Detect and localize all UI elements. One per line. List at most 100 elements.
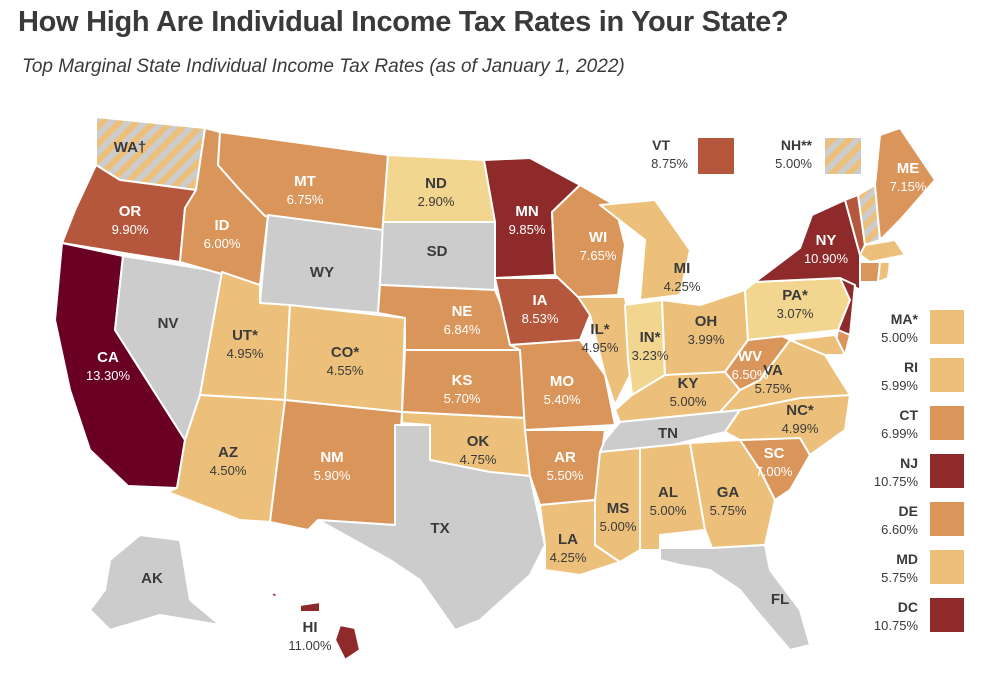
state-rate-co: 4.55%	[327, 363, 364, 378]
legend-label: DE	[899, 503, 918, 519]
state-label-nd: ND	[425, 175, 447, 192]
state-me[interactable]	[874, 127, 936, 241]
state-label-mi: MI	[674, 260, 691, 277]
state-label-or: OR	[119, 203, 142, 220]
state-label-ne: NE	[452, 303, 473, 320]
state-label-wv: WV	[738, 348, 762, 365]
state-label-id: ID	[215, 217, 230, 234]
state-rate-ut: 4.95%	[227, 346, 264, 361]
callout-nh-label: NH**	[781, 137, 813, 153]
state-md-map[interactable]	[789, 334, 846, 356]
state-rate-oh: 3.99%	[688, 332, 725, 347]
state-rate-mn: 9.85%	[509, 222, 546, 237]
state-rate-il: 4.95%	[582, 340, 619, 355]
callout-boxes: VT 8.75% NH** 5.00%	[651, 137, 861, 174]
state-label-ks: KS	[452, 372, 473, 389]
state-label-ar: AR	[554, 449, 576, 466]
legend-label: MA*	[891, 311, 919, 327]
callout-vt-rate: 8.75%	[651, 156, 688, 171]
state-label-ky: KY	[678, 375, 699, 392]
state-label-mn: MN	[515, 203, 538, 220]
callout-nh-rate: 5.00%	[775, 156, 812, 171]
state-label-tx: TX	[430, 520, 449, 537]
state-label-sd: SD	[427, 243, 448, 260]
legend-swatch	[930, 406, 964, 440]
state-label-in: IN*	[640, 329, 661, 346]
state-label-ga: GA	[717, 484, 740, 501]
state-label-ak: AK	[141, 570, 163, 587]
page-subtitle: Top Marginal State Individual Income Tax…	[22, 56, 625, 77]
legend-swatch	[930, 310, 964, 344]
state-label-sc: SC	[764, 445, 785, 462]
legend-swatch	[930, 358, 964, 392]
northeast-legend: MA* 5.00% RI 5.99% CT 6.99% NJ 10.75% DE 6.60% MD 5…	[874, 310, 964, 633]
state-label-ia: IA	[533, 292, 548, 309]
legend-rate: 6.60%	[881, 522, 918, 537]
state-label-la: LA	[558, 531, 578, 548]
state-label-ny: NY	[816, 232, 837, 249]
state-rate-ga: 5.75%	[710, 503, 747, 518]
state-hi[interactable]	[269, 591, 361, 661]
state-label-mo: MO	[550, 373, 574, 390]
state-rate-al: 5.00%	[650, 503, 687, 518]
legend-rate: 10.75%	[874, 474, 919, 489]
state-label-wa: WA†	[114, 139, 147, 156]
state-rate-ar: 5.50%	[547, 468, 584, 483]
state-rate-hi: 11.00%	[288, 638, 332, 653]
legend-item-ma: MA* 5.00%	[881, 310, 964, 345]
state-rate-ks: 5.70%	[444, 391, 481, 406]
legend-rate: 5.00%	[881, 330, 918, 345]
state-label-pa: PA*	[782, 287, 808, 304]
state-labels: WA† OR 9.90% CA 13.30% NV ID 6.00% MT 6.75% WY UT* 4…	[86, 139, 927, 653]
state-ma-map[interactable]	[859, 239, 906, 263]
legend-item-md: MD 5.75%	[881, 550, 964, 585]
state-rate-az: 4.50%	[210, 463, 247, 478]
state-rate-ia: 8.53%	[522, 311, 559, 326]
state-il[interactable]	[577, 296, 636, 406]
state-mi[interactable]	[599, 199, 691, 301]
state-rate-me: 7.15%	[890, 179, 927, 194]
state-ak[interactable]	[89, 534, 221, 631]
callout-nh-swatch	[825, 138, 861, 174]
state-rate-ne: 6.84%	[444, 322, 481, 337]
state-rate-wi: 7.65%	[580, 248, 617, 263]
state-rate-ms: 5.00%	[600, 519, 637, 534]
legend-rate: 10.75%	[874, 618, 919, 633]
legend-swatch	[930, 502, 964, 536]
state-label-az: AZ	[218, 444, 238, 461]
state-label-co: CO*	[331, 344, 360, 361]
state-rate-ny: 10.90%	[804, 251, 849, 266]
state-rate-nd: 2.90%	[418, 194, 455, 209]
state-rate-wv: 6.50%	[732, 367, 769, 382]
state-rate-pa: 3.07%	[777, 306, 814, 321]
legend-item-de: DE 6.60%	[881, 502, 964, 537]
state-label-wy: WY	[310, 264, 334, 281]
state-ct-map[interactable]	[859, 261, 881, 283]
legend-swatch	[930, 550, 964, 584]
state-label-ok: OK	[467, 433, 490, 450]
page-title: How High Are Individual Income Tax Rates…	[18, 6, 789, 38]
state-mo[interactable]	[509, 339, 616, 431]
state-fl[interactable]	[659, 544, 811, 651]
state-rate-id: 6.00%	[204, 236, 241, 251]
legend-item-ct: CT 6.99%	[881, 406, 964, 441]
state-ny[interactable]	[754, 199, 861, 291]
state-label-tn: TN	[658, 425, 678, 442]
state-label-hi: HI	[303, 619, 318, 636]
state-rate-sc: 7.00%	[756, 464, 793, 479]
state-label-va: VA	[763, 362, 783, 379]
state-tx[interactable]	[317, 424, 546, 631]
state-label-al: AL	[658, 484, 678, 501]
legend-rate: 5.99%	[881, 378, 918, 393]
state-rate-ky: 5.00%	[670, 394, 707, 409]
legend-rate: 5.75%	[881, 570, 918, 585]
state-rate-la: 4.25%	[550, 550, 587, 565]
state-ri-map[interactable]	[877, 261, 891, 283]
legend-swatch	[930, 454, 964, 488]
state-rate-mi: 4.25%	[664, 279, 701, 294]
state-wi[interactable]	[551, 184, 626, 298]
state-label-me: ME	[897, 160, 920, 177]
state-rate-nm: 5.90%	[314, 468, 351, 483]
state-rate-nc: 4.99%	[782, 421, 819, 436]
state-label-fl: FL	[771, 591, 789, 608]
